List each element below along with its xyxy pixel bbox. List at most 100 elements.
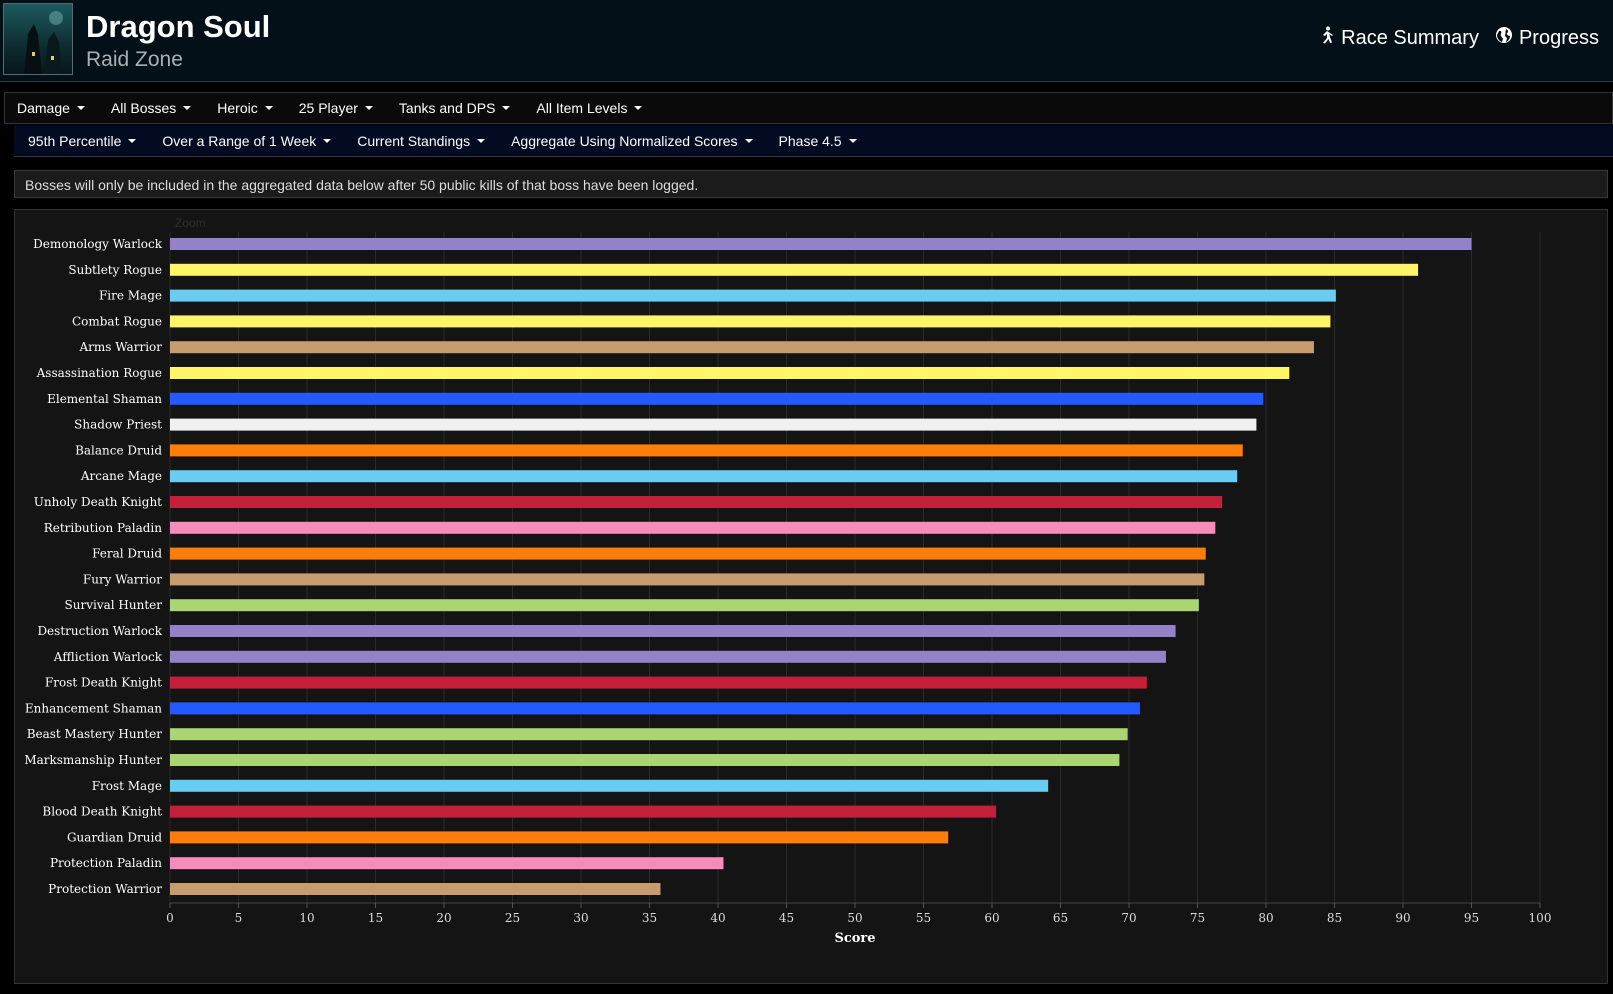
category-label: Enhancement Shaman xyxy=(25,701,162,715)
item-level-dropdown[interactable]: All Item Levels xyxy=(536,100,643,116)
size-dropdown[interactable]: 25 Player xyxy=(299,100,373,116)
zoom-label[interactable]: Zoom xyxy=(175,216,206,230)
score-bar xyxy=(170,315,1331,328)
category-label: Assassination Rogue xyxy=(36,366,162,380)
score-bar xyxy=(170,831,949,844)
score-bar xyxy=(170,367,1290,379)
category-label: Arms Warrior xyxy=(79,340,163,354)
category-label: Beast Mastery Hunter xyxy=(27,727,163,741)
score-bar xyxy=(170,521,1216,534)
x-tick-label: 40 xyxy=(710,911,725,925)
range-dropdown[interactable]: Over a Range of 1 Week xyxy=(162,133,332,149)
phase-dropdown-label: Phase 4.5 xyxy=(778,132,842,149)
score-bar xyxy=(170,676,1147,689)
caret-down-icon xyxy=(364,106,373,110)
score-bar xyxy=(170,728,1128,741)
aggregate-dropdown[interactable]: Aggregate Using Normalized Scores xyxy=(511,132,753,149)
x-tick-label: 25 xyxy=(505,911,520,925)
race-summary-link[interactable]: Race Summary xyxy=(1317,26,1479,50)
standings-dropdown-label: Current Standings xyxy=(357,132,471,149)
aggregation-notice: Bosses will only be included in the aggr… xyxy=(14,170,1608,198)
category-label: Arcane Mage xyxy=(80,469,162,483)
phase-dropdown[interactable]: Phase 4.5 xyxy=(779,133,857,149)
x-tick-label: 0 xyxy=(166,911,174,925)
runner-icon xyxy=(1317,26,1335,50)
x-tick-label: 55 xyxy=(916,911,931,925)
caret-down-icon xyxy=(323,138,332,143)
x-tick-label: 90 xyxy=(1395,911,1410,925)
category-label: Elemental Shaman xyxy=(47,392,162,406)
category-label: Frost Death Knight xyxy=(45,676,162,690)
score-bar xyxy=(170,496,1223,508)
caret-down-icon xyxy=(76,106,85,110)
score-bar xyxy=(170,341,1314,354)
caret-down-icon xyxy=(477,138,486,143)
category-label: Feral Druid xyxy=(92,547,162,561)
metric-dropdown-label: Damage xyxy=(17,100,70,116)
bar-chart-svg: 0 5 10 15 20 25 30 35 40 45 50 55 60 65 70 75 80 85 90 95 10… xyxy=(24,232,1551,946)
difficulty-dropdown[interactable]: Heroic xyxy=(217,100,273,116)
filter-bar-secondary: 95th Percentile Over a Range of 1 Week C… xyxy=(14,125,1613,157)
score-bar xyxy=(170,392,1264,405)
percentile-dropdown[interactable]: 95th Percentile xyxy=(28,132,137,149)
x-tick-label: 65 xyxy=(1053,911,1068,925)
category-label: Frost Mage xyxy=(92,779,162,793)
role-dropdown[interactable]: Tanks and DPS xyxy=(399,100,511,116)
score-bar xyxy=(170,238,1472,250)
x-tick-label: 5 xyxy=(235,911,243,925)
x-tick-label: 95 xyxy=(1464,911,1479,925)
caret-down-icon xyxy=(264,106,273,110)
category-label: Fire Mage xyxy=(99,289,162,303)
x-tick-label: 15 xyxy=(368,911,383,925)
score-bar xyxy=(170,857,724,870)
category-label: Destruction Warlock xyxy=(37,624,162,638)
score-bar xyxy=(170,444,1243,457)
score-bar xyxy=(170,418,1257,431)
metric-dropdown[interactable]: Damage xyxy=(17,100,85,116)
x-tick-label: 80 xyxy=(1258,911,1273,925)
score-bar xyxy=(170,263,1419,276)
x-tick-label: 75 xyxy=(1190,911,1205,925)
score-bar xyxy=(170,470,1238,483)
caret-down-icon xyxy=(744,138,753,143)
caret-down-icon xyxy=(634,106,643,110)
score-bar xyxy=(170,779,1049,792)
difficulty-dropdown-label: Heroic xyxy=(217,100,258,116)
caret-down-icon xyxy=(183,106,192,110)
score-bar xyxy=(170,289,1336,302)
category-label: Guardian Druid xyxy=(67,830,162,844)
percentile-dropdown-label: 95th Percentile xyxy=(28,132,122,149)
category-label: Protection Paladin xyxy=(50,856,162,870)
score-bar xyxy=(170,702,1140,715)
score-bar xyxy=(170,754,1120,766)
boss-dropdown[interactable]: All Bosses xyxy=(110,100,192,116)
category-label: Fury Warrior xyxy=(83,572,162,586)
category-label: Balance Druid xyxy=(75,443,162,457)
score-bar xyxy=(170,650,1166,663)
category-label: Shadow Priest xyxy=(74,418,162,432)
category-label: Protection Warrior xyxy=(48,882,162,896)
page-subtitle: Raid Zone xyxy=(86,48,183,71)
caret-down-icon xyxy=(848,138,857,143)
score-bar xyxy=(170,547,1206,560)
score-bar xyxy=(170,805,997,818)
x-tick-label: 10 xyxy=(299,911,314,925)
filter-bar-primary: Damage All Bosses Heroic 25 Player Tanks… xyxy=(4,92,1613,124)
x-tick-label: 30 xyxy=(573,911,588,925)
x-tick-label: 60 xyxy=(984,911,999,925)
race-summary-label: Race Summary xyxy=(1341,26,1479,49)
category-label: Unholy Death Knight xyxy=(34,495,162,509)
x-tick-label: 70 xyxy=(1121,911,1136,925)
category-label: Blood Death Knight xyxy=(42,805,162,819)
progress-link[interactable]: Progress xyxy=(1495,26,1599,50)
x-tick-label: 45 xyxy=(779,911,794,925)
x-tick-label: 20 xyxy=(436,911,451,925)
page-title: Dragon Soul xyxy=(86,9,271,44)
boss-dropdown-label: All Bosses xyxy=(110,100,177,116)
aggregate-dropdown-label: Aggregate Using Normalized Scores xyxy=(511,132,738,149)
progress-label: Progress xyxy=(1518,26,1599,49)
caret-down-icon xyxy=(128,138,137,143)
standings-dropdown[interactable]: Current Standings xyxy=(357,132,486,149)
role-dropdown-label: Tanks and DPS xyxy=(398,100,496,116)
item-level-dropdown-label: All Item Levels xyxy=(536,100,628,116)
